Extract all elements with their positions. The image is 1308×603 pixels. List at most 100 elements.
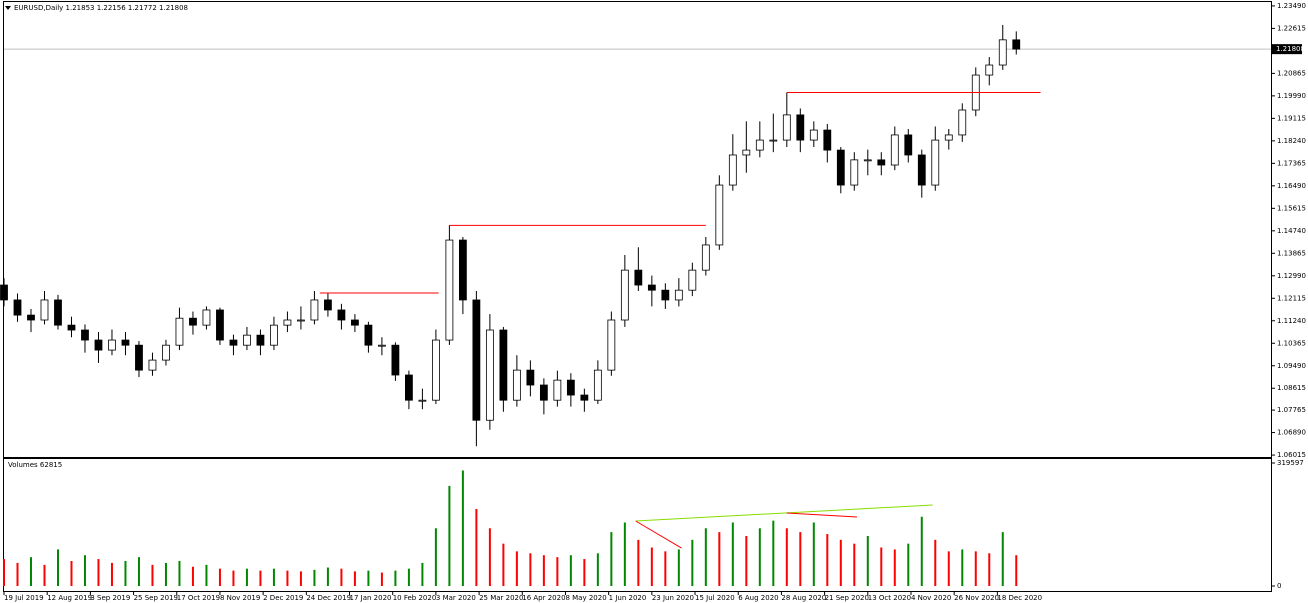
y-tick-label: 1.12990 bbox=[1277, 272, 1306, 280]
candle-body bbox=[539, 384, 548, 401]
candle-body bbox=[688, 269, 697, 291]
candle-body bbox=[580, 394, 589, 401]
candle-body bbox=[148, 359, 157, 371]
x-tick-label: 3 Mar 2020 bbox=[436, 594, 476, 602]
candle-body bbox=[324, 299, 332, 311]
candle-body bbox=[593, 369, 602, 401]
candle-body bbox=[283, 319, 292, 326]
candle-body bbox=[661, 289, 670, 301]
candle-body bbox=[229, 339, 238, 346]
candle-body bbox=[782, 114, 791, 141]
bid-label-box bbox=[1272, 44, 1302, 55]
y-tick-label: 1.18240 bbox=[1277, 137, 1306, 145]
candle-body bbox=[701, 244, 710, 271]
candle-body bbox=[472, 299, 481, 421]
candle-body bbox=[189, 317, 197, 326]
candle-body bbox=[391, 344, 400, 376]
candle-body bbox=[162, 344, 170, 361]
x-tick-label: 16 Apr 2020 bbox=[522, 594, 565, 602]
candle-body bbox=[405, 374, 413, 401]
candle-body bbox=[728, 154, 737, 186]
candle-body bbox=[850, 159, 859, 186]
candle-body bbox=[458, 239, 467, 301]
y2-tick-label: 319597 bbox=[1277, 459, 1304, 467]
y-tick-label: 1.09490 bbox=[1277, 362, 1306, 370]
candle-body bbox=[796, 114, 805, 141]
candle-body bbox=[917, 154, 926, 186]
y-tick-label: 1.17365 bbox=[1277, 159, 1306, 167]
y-tick-label: 1.15615 bbox=[1277, 204, 1306, 212]
candle-body bbox=[121, 339, 130, 346]
y-tick-label: 1.13865 bbox=[1277, 249, 1306, 257]
candle-body bbox=[135, 344, 143, 371]
x-tick-label: 8 Nov 2019 bbox=[220, 594, 260, 602]
candle-body bbox=[0, 284, 8, 301]
y-tick-label: 1.16490 bbox=[1277, 182, 1306, 190]
candle-body bbox=[904, 134, 913, 156]
candle-body bbox=[566, 379, 575, 396]
candle-body bbox=[755, 139, 764, 151]
y-tick-label: 1.06890 bbox=[1277, 429, 1306, 437]
x-tick-label: 8 May 2020 bbox=[565, 594, 606, 602]
candle-body bbox=[310, 299, 319, 321]
candle-body bbox=[823, 129, 832, 151]
y-tick-label: 1.14740 bbox=[1277, 227, 1306, 235]
y-tick-label: 1.23490 bbox=[1277, 2, 1306, 10]
candle-body bbox=[445, 239, 454, 341]
y2-tick-label: 0 bbox=[1277, 582, 1281, 590]
y-tick-label: 1.10365 bbox=[1277, 339, 1306, 347]
x-tick-label: 10 Feb 2020 bbox=[393, 594, 437, 602]
y-tick-label: 1.12115 bbox=[1277, 294, 1306, 302]
x-tick-label: 24 Dec 2019 bbox=[306, 594, 351, 602]
bid-label: 1.21808 bbox=[1276, 45, 1305, 53]
y-tick-label: 1.19990 bbox=[1277, 92, 1306, 100]
candle-body bbox=[620, 269, 629, 321]
x-tick-label: 15 Jul 2020 bbox=[695, 594, 735, 602]
candle-body bbox=[985, 64, 994, 76]
candle-body bbox=[297, 319, 305, 322]
candle-body bbox=[647, 284, 656, 291]
candle-body bbox=[108, 339, 116, 351]
candle-body bbox=[499, 329, 508, 401]
candle-body bbox=[877, 159, 886, 166]
y-tick-label: 1.22615 bbox=[1277, 24, 1306, 32]
candle-body bbox=[485, 329, 494, 421]
candle-body bbox=[998, 39, 1007, 66]
candle-body bbox=[431, 339, 440, 401]
x-tick-label: 23 Jun 2020 bbox=[652, 594, 694, 602]
candle-body bbox=[769, 139, 778, 142]
candle-body bbox=[216, 309, 224, 341]
candle-body bbox=[863, 159, 872, 162]
y-tick-label: 1.19115 bbox=[1277, 114, 1306, 122]
y-tick-label: 1.06015 bbox=[1277, 451, 1306, 459]
candle-body bbox=[243, 334, 251, 346]
candle-body bbox=[378, 344, 386, 347]
candle-body bbox=[337, 309, 346, 321]
x-tick-label: 6 Aug 2020 bbox=[738, 594, 778, 602]
candle-body bbox=[418, 399, 427, 402]
x-tick-label: 12 Aug 2019 bbox=[47, 594, 92, 602]
x-tick-label: 3 Sep 2019 bbox=[90, 594, 130, 602]
candle-body bbox=[270, 324, 278, 346]
candle-body bbox=[634, 269, 643, 286]
x-tick-label: 2 Dec 2019 bbox=[263, 594, 303, 602]
x-tick-label: 4 Nov 2020 bbox=[911, 594, 951, 602]
candle-body bbox=[94, 339, 103, 351]
candle-body bbox=[958, 109, 967, 136]
candle-body bbox=[526, 369, 535, 386]
candle-body bbox=[54, 299, 62, 326]
candle-body bbox=[27, 314, 35, 321]
y-tick-label: 1.08615 bbox=[1277, 384, 1306, 392]
y-tick-label: 1.11240 bbox=[1277, 317, 1306, 325]
volume-trend-line bbox=[786, 512, 858, 518]
candle-body bbox=[931, 139, 940, 186]
x-tick-label: 13 Oct 2020 bbox=[868, 594, 911, 602]
candle-body bbox=[742, 149, 751, 156]
x-tick-label: 21 Sep 2020 bbox=[825, 594, 869, 602]
x-tick-label: 26 Nov 2020 bbox=[954, 594, 999, 602]
menu-arrow bbox=[5, 6, 11, 10]
candle-body bbox=[809, 129, 818, 141]
candle-body bbox=[674, 289, 683, 301]
